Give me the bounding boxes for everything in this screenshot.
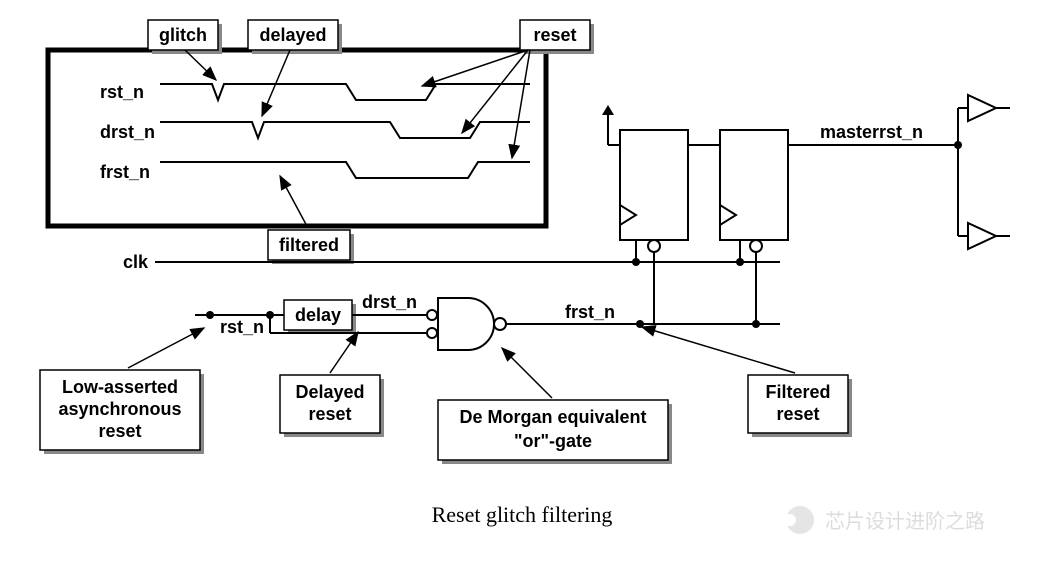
waveform-rst-n — [160, 84, 530, 100]
frst-n-label: frst_n — [565, 302, 615, 322]
clk-junction-2 — [736, 258, 744, 266]
buffer-2 — [968, 223, 996, 249]
label-low-asserted-1: Low-asserted — [62, 377, 178, 397]
flipflop-2 — [720, 130, 788, 252]
rst-n-label: rst_n — [220, 317, 264, 337]
label-demorgan-2: "or"-gate — [514, 431, 592, 451]
label-filtered-reset-2: reset — [776, 404, 819, 424]
arrow-filtered-reset — [642, 327, 795, 373]
label-delayed-reset-1: Delayed — [295, 382, 364, 402]
arrow-delayed-reset — [330, 332, 358, 373]
rst-n-junction — [266, 311, 274, 319]
clk-label: clk — [123, 252, 149, 272]
label-filtered-reset-1: Filtered — [765, 382, 830, 402]
label-low-asserted-3: reset — [98, 421, 141, 441]
masterrst-n-label: masterrst_n — [820, 122, 923, 142]
label-reset: reset — [533, 25, 576, 45]
rst-n-dot — [206, 311, 214, 319]
label-glitch: glitch — [159, 25, 207, 45]
waveform-frst-n — [160, 162, 530, 178]
wf-label-drst-n: drst_n — [100, 122, 155, 142]
circuit-diagram: rst_n drst_n frst_n glitch delayed reset… — [0, 0, 1044, 578]
arrow-demorgan — [502, 348, 552, 398]
arrow-reset-1 — [422, 50, 528, 86]
delay-label: delay — [295, 305, 341, 325]
buffer-1 — [968, 95, 996, 121]
drst-n-label: drst_n — [362, 292, 417, 312]
label-filtered: filtered — [279, 235, 339, 255]
label-delayed-reset-2: reset — [308, 404, 351, 424]
arrow-glitch — [185, 50, 216, 80]
nand-gate — [427, 298, 506, 350]
wf-label-rst-n: rst_n — [100, 82, 144, 102]
arrow-low-asserted — [128, 328, 204, 368]
label-demorgan-1: De Morgan equivalent — [459, 407, 646, 427]
arrow-filtered — [280, 176, 308, 228]
watermark: 芯片设计进阶之路 — [784, 506, 985, 534]
label-delayed: delayed — [259, 25, 326, 45]
flipflop-1 — [602, 105, 688, 252]
wf-label-frst-n: frst_n — [100, 162, 150, 182]
clk-junction-1 — [632, 258, 640, 266]
waveform-drst-n — [160, 122, 530, 138]
caption: Reset glitch filtering — [432, 502, 613, 527]
frst-n-junction-2 — [752, 320, 760, 328]
label-low-asserted-2: asynchronous — [58, 399, 181, 419]
svg-text:芯片设计进阶之路: 芯片设计进阶之路 — [825, 510, 985, 533]
